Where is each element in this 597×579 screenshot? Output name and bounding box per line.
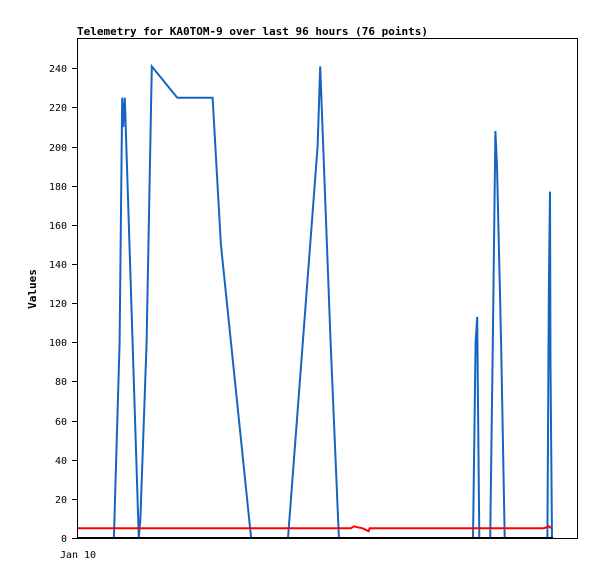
y-tick-label: 20 — [55, 495, 67, 506]
y-axis-label: Values — [26, 269, 39, 309]
y-tick-label: 160 — [49, 221, 67, 232]
y-tick-label: 80 — [55, 377, 67, 388]
y-tick-label: 60 — [55, 417, 67, 428]
series-group — [78, 63, 554, 539]
y-tick-label: 140 — [49, 260, 67, 271]
y-tick-label: 100 — [49, 338, 67, 349]
series-line-1 — [95, 63, 553, 539]
y-tick-label: 120 — [49, 299, 67, 310]
y-tick-label: 180 — [49, 182, 67, 193]
x-axis: Jan 10 — [60, 550, 96, 561]
y-axis: 0 20 40 60 80 100 120 140 160 180 200 220 240 — [49, 64, 78, 545]
y-tick-label: 0 — [61, 534, 67, 545]
y-tick-label: 240 — [49, 64, 67, 75]
y-tick-label: 220 — [49, 103, 67, 114]
x-tick-label: Jan 10 — [60, 550, 96, 561]
chart-title: Telemetry for KA0TOM-9 over last 96 hour… — [77, 25, 428, 38]
y-tick-label: 40 — [55, 456, 67, 467]
series-line-2 — [78, 525, 553, 533]
y-tick-label: 200 — [49, 143, 67, 154]
